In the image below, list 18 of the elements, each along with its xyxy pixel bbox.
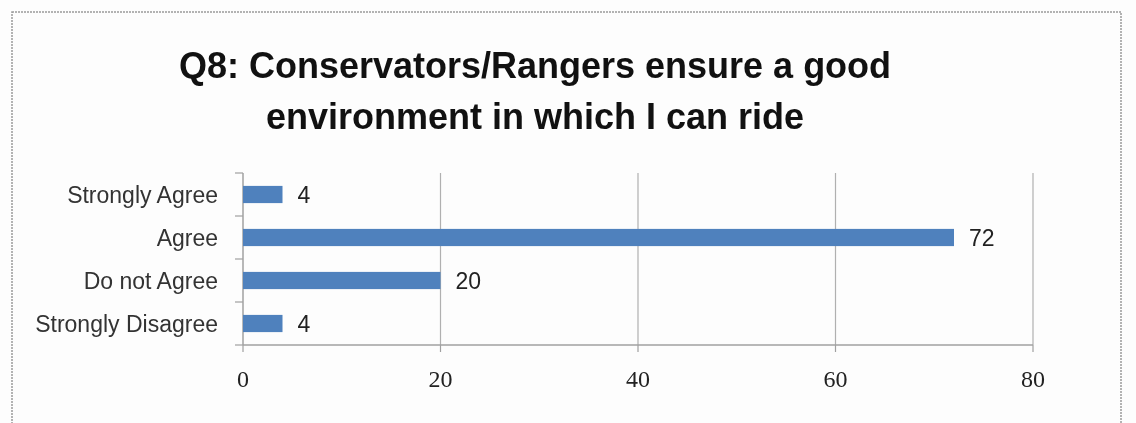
bar: [243, 185, 283, 204]
y-tick-label: Agree: [156, 224, 218, 251]
bar: [243, 314, 283, 333]
bar: [243, 271, 441, 290]
bar: [243, 228, 954, 247]
data-label: 4: [297, 181, 311, 208]
x-tick-label: 0: [237, 366, 249, 392]
chart-title: Q8: Conservators/Rangers ensure a good environment in which I can ride: [178, 45, 892, 137]
data-label: 20: [455, 267, 482, 294]
x-tick-label: 80: [1021, 366, 1045, 392]
y-tick-label: Strongly Disagree: [35, 310, 218, 337]
x-tick-label: 60: [823, 366, 848, 392]
x-tick-label: 20: [428, 366, 453, 392]
data-label: 72: [969, 224, 995, 251]
data-label: 4: [297, 310, 311, 337]
x-tick-label: 40: [626, 366, 650, 392]
y-tick-label: Strongly Agree: [67, 181, 218, 208]
y-tick-label: Do not Agree: [83, 267, 218, 294]
